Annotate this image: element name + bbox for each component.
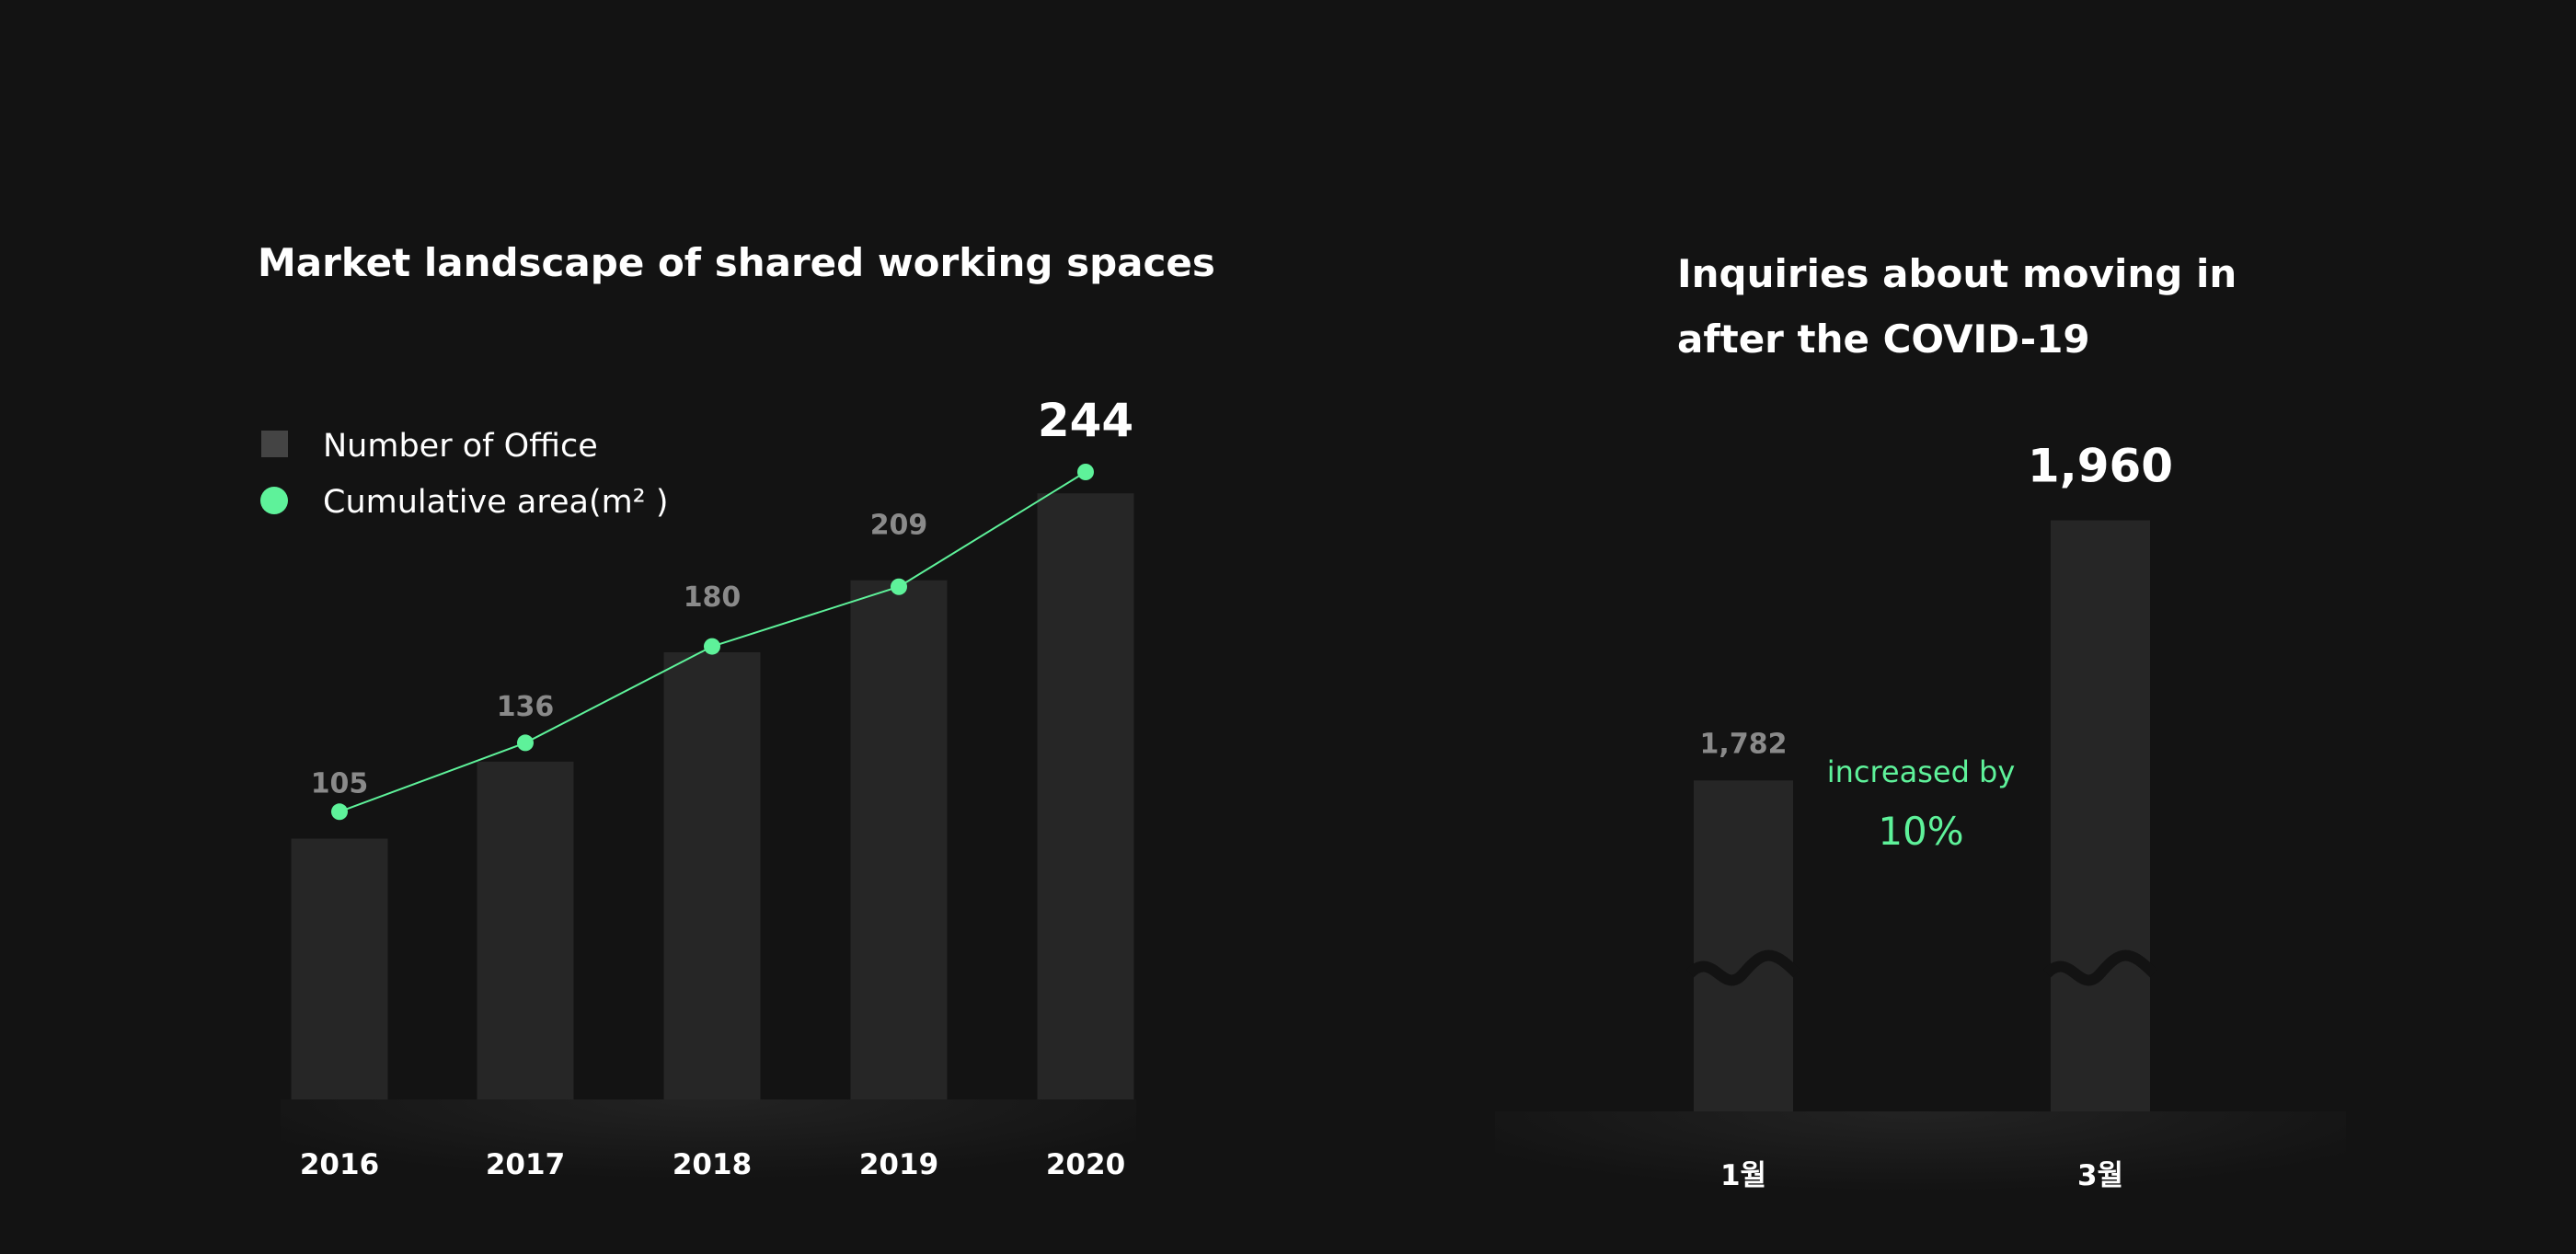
legend-label-offices: Number of Office [323, 428, 598, 465]
legend-circle-marker [260, 487, 288, 514]
chart2-title: Inquiries about moving in after the COVI… [1677, 251, 2237, 362]
legend-label-area: Cumulative area(m² ) [323, 484, 669, 521]
area-point-2017 [517, 734, 534, 752]
x-tick-2017: 2017 [486, 1148, 565, 1181]
bar-2018 [663, 652, 761, 1099]
area-point-2016 [331, 803, 348, 821]
value-label-2020: 244 [1038, 394, 1133, 447]
chart1: Number of Office Cumulative area(m² ) 10… [260, 394, 1134, 1181]
area-point-2019 [891, 578, 907, 595]
x-tick-2: 3월 [2077, 1159, 2123, 1192]
bar-2016 [291, 838, 388, 1099]
value-label-1: 1,782 [1700, 728, 1788, 760]
axis-break-mark-3월 [2042, 949, 2158, 986]
x-tick-2016: 2016 [300, 1148, 379, 1181]
chart1-axis-base [281, 1099, 1136, 1233]
chart1-title: Market landscape of shared working space… [258, 240, 1215, 285]
bar-3월 [2051, 520, 2150, 1111]
x-tick-2019: 2019 [859, 1148, 938, 1181]
chart2: 1,782 1월 1,960 3월 increased by 10% [1685, 440, 2173, 1192]
value-label-2016: 105 [311, 768, 369, 800]
increase-note: increased by [1827, 754, 2016, 789]
value-label-2017: 136 [497, 691, 555, 723]
chart1-legend: Number of Office Cumulative area(m² ) [260, 428, 669, 521]
axis-break-mark-1월 [1685, 949, 1801, 986]
bar-2017 [477, 761, 574, 1099]
x-tick-2018: 2018 [673, 1148, 752, 1181]
bar-2019 [850, 580, 948, 1099]
bar-2020 [1037, 493, 1134, 1099]
area-point-2018 [704, 638, 720, 655]
value-label-2018: 180 [684, 581, 742, 614]
x-tick-1: 1월 [1720, 1159, 1766, 1192]
bar-1월 [1694, 780, 1793, 1111]
area-point-2020 [1077, 464, 1094, 480]
value-label-2: 1,960 [2028, 440, 2173, 493]
x-tick-2020: 2020 [1046, 1148, 1125, 1181]
legend-square-marker [261, 431, 288, 457]
increase-percent: 10% [1878, 809, 1963, 854]
chart2-axis-base [1495, 1111, 2346, 1245]
value-label-2019: 209 [870, 510, 928, 542]
